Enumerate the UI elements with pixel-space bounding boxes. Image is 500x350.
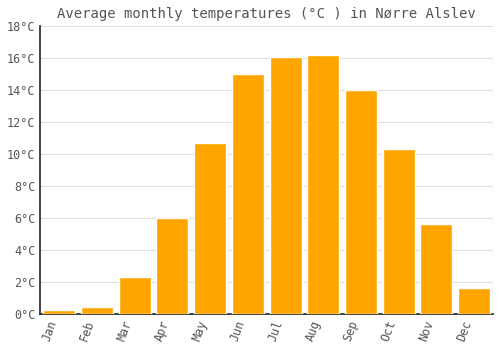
Bar bbox=[382, 149, 415, 314]
Bar bbox=[118, 277, 150, 314]
Bar bbox=[232, 74, 264, 314]
Bar bbox=[420, 224, 452, 314]
Title: Average monthly temperatures (°C ) in Nørre Alslev: Average monthly temperatures (°C ) in Nø… bbox=[58, 7, 476, 21]
Bar bbox=[307, 55, 340, 314]
Bar bbox=[81, 307, 113, 314]
Bar bbox=[345, 90, 377, 314]
Bar bbox=[270, 57, 302, 314]
Bar bbox=[43, 310, 75, 314]
Bar bbox=[194, 143, 226, 314]
Bar bbox=[156, 218, 188, 314]
Bar bbox=[458, 288, 490, 314]
